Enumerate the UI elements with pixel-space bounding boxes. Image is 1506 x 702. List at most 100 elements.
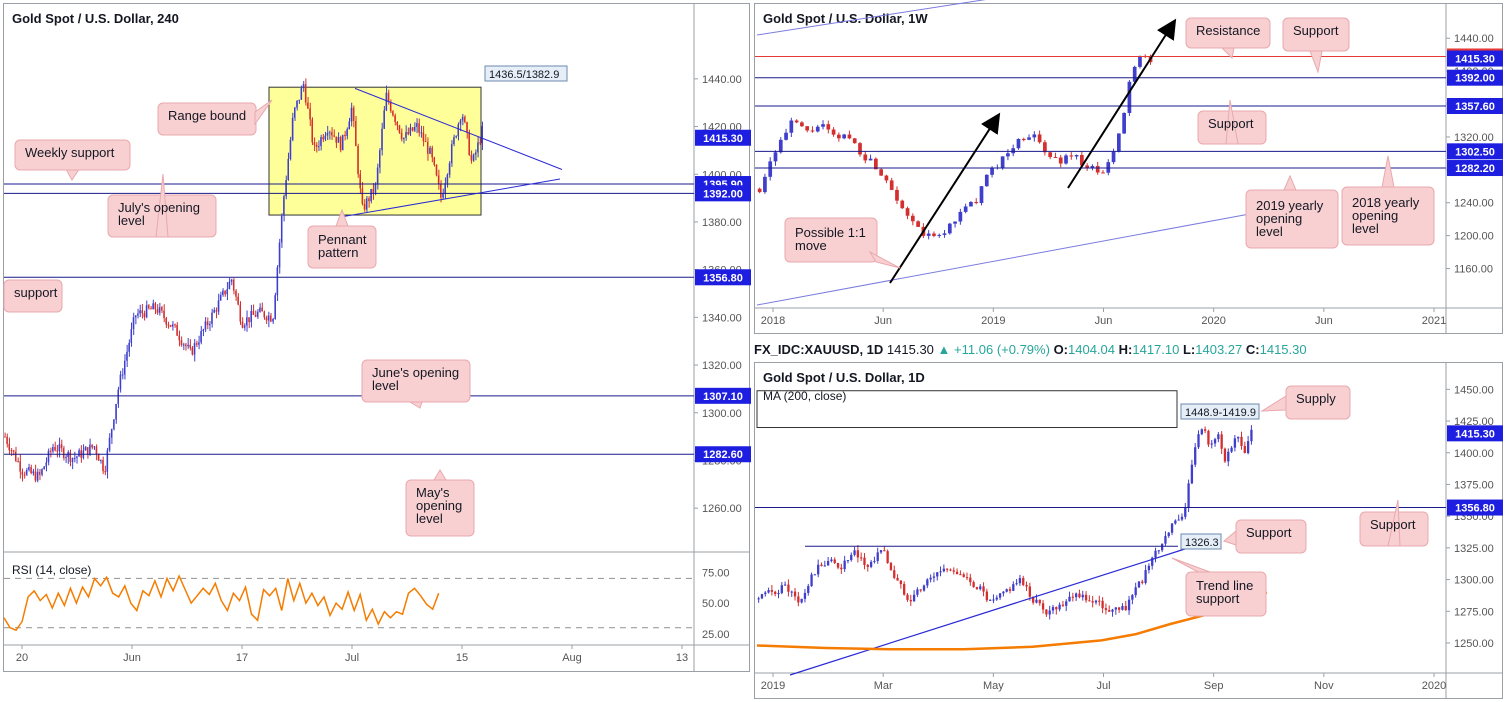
candle-body (805, 126, 810, 131)
price-tag (1447, 143, 1503, 160)
candle-body (355, 121, 357, 147)
candle-body (365, 198, 368, 210)
candle-body (324, 135, 327, 140)
candle-body (204, 321, 207, 330)
candle-body (1078, 593, 1081, 598)
candle-body (1090, 166, 1095, 169)
candle-body (866, 564, 869, 567)
chart-subtitle: MA (200, close) (763, 389, 846, 403)
candle-body (932, 576, 936, 578)
x-tick-label: Jun (874, 315, 892, 327)
candle-body (174, 324, 176, 326)
price-tag-label: 1415.30 (1455, 428, 1495, 440)
candle-body (1094, 600, 1098, 603)
candle-body (147, 305, 150, 309)
candle-body (1006, 153, 1010, 157)
candle-body (132, 317, 135, 330)
candle-body (119, 374, 122, 390)
candle-body (778, 139, 783, 153)
candle-body (383, 110, 385, 129)
candle-body (1177, 519, 1180, 521)
x-tick-label: May (983, 680, 1004, 692)
candle-body (1197, 434, 1200, 448)
candle-body (868, 158, 873, 161)
candle-body (176, 324, 178, 336)
price-tag (695, 129, 751, 146)
candle-body (1180, 516, 1184, 520)
candle-body (6, 436, 8, 444)
support-callout-top-text: Support (1293, 23, 1339, 38)
candle-body (453, 137, 455, 145)
x-tick-label: Jun (1315, 315, 1333, 327)
candle-body (287, 158, 289, 180)
possible-move-callout-box (784, 217, 878, 263)
support-tag-box (1180, 533, 1222, 550)
candle-body (992, 599, 995, 601)
candle-body (97, 454, 100, 461)
candle-body (276, 267, 279, 296)
candle-body (889, 562, 893, 571)
supply-tag-label: 1448.9-1419.9 (1185, 407, 1256, 419)
x-tick-label: 20 (16, 652, 28, 664)
candle-body (261, 307, 263, 312)
x-tick-label: Jun (1095, 315, 1113, 327)
trend-support-pointer (1171, 557, 1211, 573)
x-tick-label: 2018 (761, 315, 785, 327)
may-open-callout-pointer (433, 469, 447, 481)
candle-body (984, 174, 989, 187)
possible-move-text: move (795, 238, 827, 253)
candle-body (905, 208, 910, 216)
candle-body (1111, 151, 1116, 163)
candle-body (916, 589, 919, 595)
candle-body (381, 128, 383, 151)
candle-body (1223, 448, 1227, 462)
candle-body (817, 564, 820, 575)
resistance-callout-pointer (1220, 47, 1235, 60)
candle-body (141, 310, 143, 314)
up-arrow-icon: ▲ (937, 342, 951, 357)
candle-body (123, 360, 126, 375)
candle-body (807, 586, 810, 593)
candle-body (1068, 596, 1071, 602)
candle-body (228, 281, 231, 290)
candle-body (219, 294, 222, 301)
candle-body (167, 324, 170, 326)
supply-box (756, 390, 1178, 429)
yearly-2018-text: level (1352, 221, 1379, 236)
candle-body (283, 196, 285, 216)
candle-body (1174, 520, 1177, 524)
candle-body (78, 450, 80, 457)
candle-body (1095, 166, 1100, 173)
candle-body (84, 447, 87, 451)
y-tick-label: 1240.00 (1454, 198, 1494, 210)
candle-body (4, 436, 6, 438)
candle-body (392, 111, 394, 116)
candle-body (337, 136, 340, 143)
candle-body (178, 335, 180, 341)
candle-body (47, 450, 50, 463)
candle-body (411, 127, 414, 131)
price-tag (1447, 160, 1503, 177)
price-tag (1447, 499, 1503, 516)
price-tag (1447, 69, 1503, 86)
candle-body (361, 188, 364, 204)
x-tick-label: Jul (345, 652, 359, 664)
candle-body (910, 215, 915, 222)
candle-body (926, 233, 931, 236)
candle-body (1053, 156, 1058, 158)
x-tick-label: Aug (562, 652, 582, 664)
candle-body (10, 450, 13, 452)
candle-body (1132, 66, 1137, 82)
trend-support-text: support (1196, 591, 1240, 606)
candle-body (852, 138, 857, 144)
candle-body (1138, 55, 1142, 67)
candle-body (69, 452, 72, 463)
supply-tag-box (1180, 403, 1260, 420)
candle-body (856, 550, 860, 558)
candle-body (903, 584, 906, 595)
candle-body (895, 189, 899, 201)
candle-body (949, 569, 952, 571)
july-open-callout-pointer (155, 173, 169, 238)
candle-body (348, 121, 351, 130)
range-box (268, 86, 482, 216)
